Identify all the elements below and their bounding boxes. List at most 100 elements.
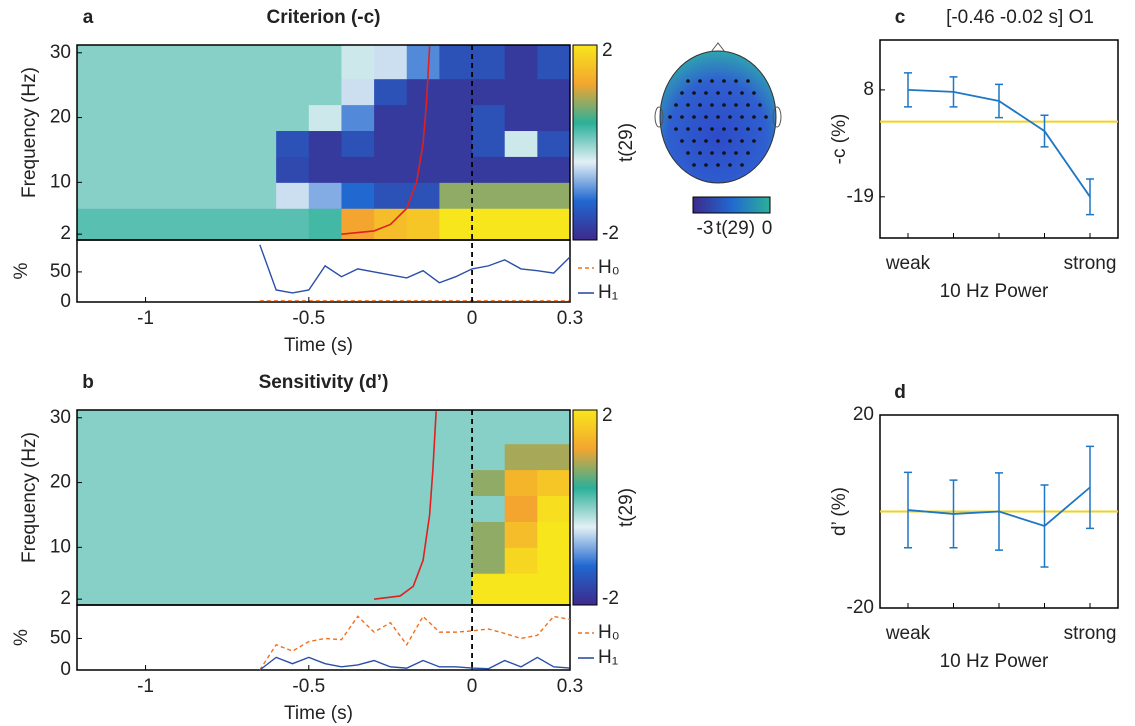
panel-label: c [895, 7, 906, 28]
x-tick-label: 0.3 [557, 308, 583, 329]
heat-cell [308, 182, 342, 209]
heat-cell [308, 45, 342, 80]
heat-cell [308, 104, 342, 132]
heat-cell [472, 104, 506, 132]
y-tick-label: 50 [50, 261, 71, 282]
colorbar-tick-label: 2 [602, 40, 613, 61]
heat-cell [439, 156, 473, 183]
heat-cell [472, 547, 506, 574]
heat-cell [178, 469, 212, 497]
heat-cell [504, 45, 538, 80]
colorbar-tick-label: -2 [602, 223, 619, 244]
heat-cell [112, 208, 147, 241]
heat-cell [112, 130, 147, 157]
heat-cell [276, 78, 310, 106]
electrode [758, 127, 762, 131]
series-line [259, 244, 571, 294]
colorbar [572, 409, 598, 606]
heat-cell [276, 130, 310, 157]
heat-cell [243, 130, 277, 157]
chart-title: [-0.46 -0.02 s] O1 [946, 7, 1094, 28]
heat-cell [145, 521, 179, 548]
heat-cell [145, 547, 179, 574]
electrode [740, 139, 744, 143]
heat-cell [374, 469, 408, 497]
y-axis-label: % [11, 262, 32, 279]
heat-cell [341, 495, 375, 522]
heat-cell [341, 573, 375, 606]
heat-cell [537, 156, 571, 183]
y-tick-label: 8 [863, 79, 874, 100]
heat-cell [374, 443, 408, 471]
heat-cell [439, 104, 473, 132]
electrode [686, 151, 690, 155]
heat-cell [112, 573, 147, 606]
heat-cell [178, 156, 212, 183]
electrode [728, 91, 732, 95]
heat-cell [341, 156, 375, 183]
heat-cell [243, 410, 277, 445]
ear [654, 106, 664, 128]
ear [772, 106, 782, 128]
colorbar [692, 196, 771, 214]
electrode [716, 163, 720, 167]
heat-cell [77, 495, 114, 522]
x-tick-label: -1 [137, 308, 154, 329]
heat-cell [341, 208, 375, 241]
heat-cell [472, 573, 506, 606]
heat-cell [112, 182, 147, 209]
heat-cell [341, 521, 375, 548]
heat-cell [406, 156, 440, 183]
electrode [722, 79, 726, 83]
heat-cell [77, 208, 114, 241]
heat-cell [406, 78, 440, 106]
heat-cell [112, 104, 147, 132]
electrode [746, 103, 750, 107]
heat-cell [243, 443, 277, 471]
heat-cell [112, 78, 147, 106]
panel-label: a [83, 7, 94, 28]
heat-cell [537, 547, 571, 574]
heat-cell [439, 208, 473, 241]
heat-cell [439, 469, 473, 497]
electrode [698, 79, 702, 83]
heat-cell [374, 130, 408, 157]
electrode [746, 127, 750, 131]
colorbar-tick-label: 2 [602, 405, 613, 426]
heat-cell [243, 104, 277, 132]
heat-cell [341, 104, 375, 132]
x-tick-label: -0.5 [292, 676, 325, 697]
heat-cell [308, 573, 342, 606]
heat-cell [210, 573, 245, 606]
heat-cell [77, 104, 114, 132]
heat-cell [537, 130, 571, 157]
electrode [704, 163, 708, 167]
heat-cell [504, 78, 538, 106]
electrode [728, 115, 732, 119]
axes-frame [879, 39, 1119, 239]
electrode [722, 103, 726, 107]
heat-cell [112, 469, 147, 497]
heat-cell [341, 130, 375, 157]
heat-cell [308, 469, 342, 497]
heat-cell [210, 182, 245, 209]
heat-cell [504, 104, 538, 132]
y-tick-label: 20 [853, 404, 874, 425]
nose [710, 42, 726, 53]
heat-cell [374, 45, 408, 80]
heat-cell [243, 495, 277, 522]
heat-cell [276, 469, 310, 497]
heat-cell [537, 469, 571, 497]
heat-cell [145, 443, 179, 471]
x-tick-label: strong [1064, 253, 1117, 274]
heat-cell [537, 182, 571, 209]
heat-cell [276, 156, 310, 183]
heat-cell [406, 443, 440, 471]
electrode [698, 151, 702, 155]
electrode [710, 151, 714, 155]
heat-cell [439, 130, 473, 157]
heat-cell [472, 410, 506, 445]
heat-cell [145, 45, 179, 80]
electrode [722, 127, 726, 131]
